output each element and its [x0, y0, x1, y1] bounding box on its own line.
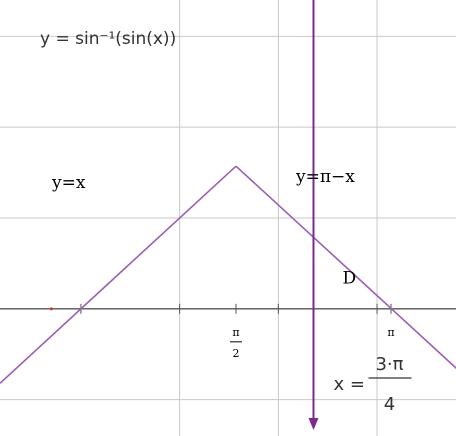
vertical-line-label-numerator: 3·π [375, 354, 403, 375]
series-label-y-equals-pi-minus-x: y=π−x [295, 167, 355, 187]
tick-label-pi-over-2-denominator: 2 [232, 347, 239, 360]
axis-marker-dot [49, 307, 53, 311]
vertical-line-arrow [308, 418, 319, 430]
series-line-0 [0, 165, 237, 384]
chart-title: y = sin⁻¹(sin(x)) [40, 29, 176, 49]
vertical-line-label-lhs: x = [333, 374, 364, 395]
vertical-line-label-denominator: 4 [384, 394, 395, 415]
annotation-d: D [342, 268, 356, 288]
series-line-1 [235, 165, 456, 370]
tick-label-pi: π [387, 326, 394, 339]
tick-label-pi-over-2-numerator: π [232, 326, 239, 339]
series-label-y-equals-x: y=x [51, 173, 86, 193]
chart-labels: y = sin⁻¹(sin(x)) y=x y=π−x D π 2 π x = … [40, 29, 404, 415]
